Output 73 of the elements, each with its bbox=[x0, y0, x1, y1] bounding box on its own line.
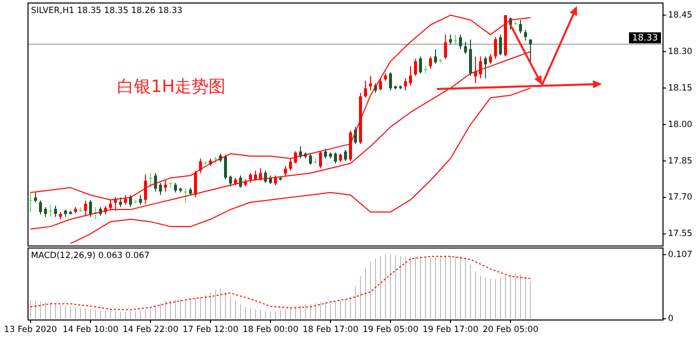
candlestick bbox=[424, 66, 427, 74]
candlestick bbox=[229, 175, 232, 187]
candlestick bbox=[29, 192, 32, 212]
y-tick-label: 18.30 bbox=[668, 46, 692, 57]
candlestick bbox=[369, 75, 372, 91]
candlestick bbox=[364, 80, 367, 98]
x-tick-label: 17 Feb 12:00 bbox=[182, 325, 238, 335]
candlestick bbox=[224, 154, 227, 180]
y-tick-label: 17.85 bbox=[668, 156, 692, 166]
candlestick bbox=[44, 206, 47, 218]
candlestick bbox=[154, 172, 157, 192]
candlestick bbox=[54, 205, 57, 218]
candlestick bbox=[344, 150, 347, 162]
candlestick bbox=[174, 182, 177, 194]
candlestick bbox=[519, 20, 522, 34]
candlestick bbox=[484, 56, 487, 79]
candlestick bbox=[89, 199, 92, 218]
y-tick-label: 18.00 bbox=[668, 120, 692, 130]
y-tick-label: 0.107 bbox=[668, 250, 692, 260]
candlestick bbox=[319, 150, 322, 169]
x-tick-label: 13 Feb 2020 bbox=[4, 325, 57, 335]
candlestick bbox=[184, 188, 187, 204]
x-tick-label: 14 Feb 22:00 bbox=[122, 325, 178, 335]
candlestick bbox=[284, 165, 287, 176]
candlestick bbox=[434, 48, 437, 64]
candlestick bbox=[529, 38, 532, 62]
candlestick bbox=[499, 34, 502, 56]
x-tick-label: 18 Feb 17:00 bbox=[302, 325, 358, 335]
candlestick bbox=[324, 148, 327, 160]
x-tick-label: 20 Feb 05:00 bbox=[482, 325, 538, 335]
x-tick-label: 19 Feb 05:00 bbox=[362, 325, 418, 335]
candlestick bbox=[459, 34, 462, 50]
ref-line-label: 18.33 bbox=[632, 33, 658, 44]
x-tick-label: 18 Feb 00:00 bbox=[242, 325, 298, 335]
chart-title: SILVER,H1 18.35 18.35 18.26 18.33 bbox=[31, 6, 182, 16]
candlestick bbox=[444, 34, 447, 60]
candlestick bbox=[454, 34, 457, 45]
candlestick bbox=[39, 200, 42, 215]
y-tick-label: 18.45 bbox=[668, 10, 692, 20]
annotation: 白银1H走势图 bbox=[117, 77, 226, 97]
candlestick bbox=[464, 41, 467, 55]
x-tick-label: 19 Feb 17:00 bbox=[422, 325, 478, 335]
y-tick-label: 0 bbox=[668, 314, 674, 324]
candlestick bbox=[249, 172, 252, 184]
candlestick bbox=[49, 204, 52, 218]
candlestick bbox=[289, 158, 292, 172]
y-tick-label: 17.55 bbox=[668, 229, 692, 240]
candlestick bbox=[404, 78, 407, 91]
candlestick bbox=[254, 170, 257, 181]
candlestick bbox=[194, 170, 197, 198]
candlestick bbox=[489, 54, 492, 64]
candlestick bbox=[524, 29, 527, 42]
candlestick bbox=[309, 153, 312, 166]
candlestick bbox=[494, 36, 497, 60]
candlestick bbox=[379, 78, 382, 91]
candlestick bbox=[414, 58, 417, 76]
candlestick bbox=[274, 175, 277, 186]
candlestick bbox=[419, 56, 422, 74]
x-tick-label: 14 Feb 10:00 bbox=[62, 325, 118, 335]
candlestick bbox=[159, 182, 162, 196]
candlestick bbox=[84, 200, 87, 216]
candlestick bbox=[334, 152, 337, 164]
y-tick-label: 17.70 bbox=[668, 192, 692, 203]
candlestick bbox=[409, 66, 412, 86]
line-series bbox=[30, 51, 531, 230]
candlestick bbox=[34, 192, 37, 203]
candlestick bbox=[389, 72, 392, 91]
candlestick bbox=[149, 172, 152, 188]
y-tick-label: 18.15 bbox=[668, 83, 692, 94]
candlestick bbox=[449, 34, 452, 45]
candlestick bbox=[479, 56, 482, 79]
candlestick bbox=[429, 56, 432, 70]
chart-title: MACD(12,26,9) 0.063 0.067 bbox=[31, 251, 150, 261]
